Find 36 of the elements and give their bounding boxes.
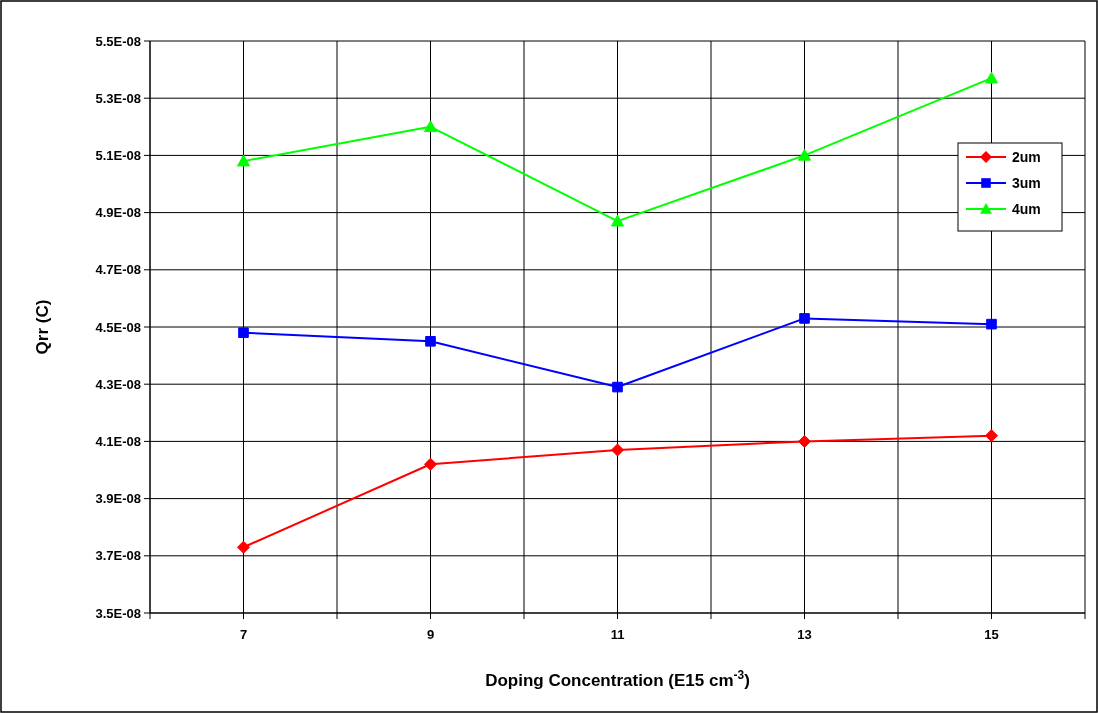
point	[424, 457, 437, 471]
x-tick-label: 11	[610, 627, 625, 642]
point	[238, 327, 249, 339]
x-tick-label: 7	[239, 627, 248, 642]
y-tick-label: 4.9E-08	[95, 205, 141, 221]
legend-label: 3um	[1012, 174, 1041, 191]
x-axis-title: Doping Concentration (E15 cm$^{-3}$)	[485, 668, 750, 690]
point	[985, 429, 998, 443]
legend-label: 2um	[1012, 148, 1041, 165]
point	[612, 381, 623, 393]
y-tick-label: 3.5E-08	[95, 605, 141, 621]
y-tick-label: 3.7E-08	[95, 548, 141, 564]
y-tick-label: 3.9E-08	[95, 491, 141, 507]
point	[237, 154, 250, 167]
y-tick-label: 4.3E-08	[95, 376, 141, 392]
x-tick-label: 15	[984, 627, 999, 642]
y-tick-label: 5.5E-08	[95, 33, 141, 49]
point	[611, 214, 624, 227]
y-axis-title: Qrr (C)	[33, 299, 52, 355]
point	[237, 540, 250, 554]
y-tick-label: 4.1E-08	[95, 433, 141, 449]
point	[798, 434, 811, 448]
legend-label: 4um	[1012, 200, 1041, 217]
point	[424, 120, 437, 133]
y-tick-label: 4.5E-08	[95, 319, 141, 335]
y-tick-label: 4.7E-08	[95, 262, 141, 278]
x-tick-label: 13	[797, 627, 812, 642]
y-tick-label: 5.1E-08	[95, 147, 141, 163]
point	[425, 336, 436, 347]
x-tick-label: 9	[426, 627, 435, 642]
point	[611, 443, 624, 457]
point	[985, 71, 998, 84]
point	[799, 313, 810, 324]
point	[798, 148, 811, 161]
point	[986, 318, 997, 330]
y-tick-label: 5.3E-08	[95, 90, 141, 106]
